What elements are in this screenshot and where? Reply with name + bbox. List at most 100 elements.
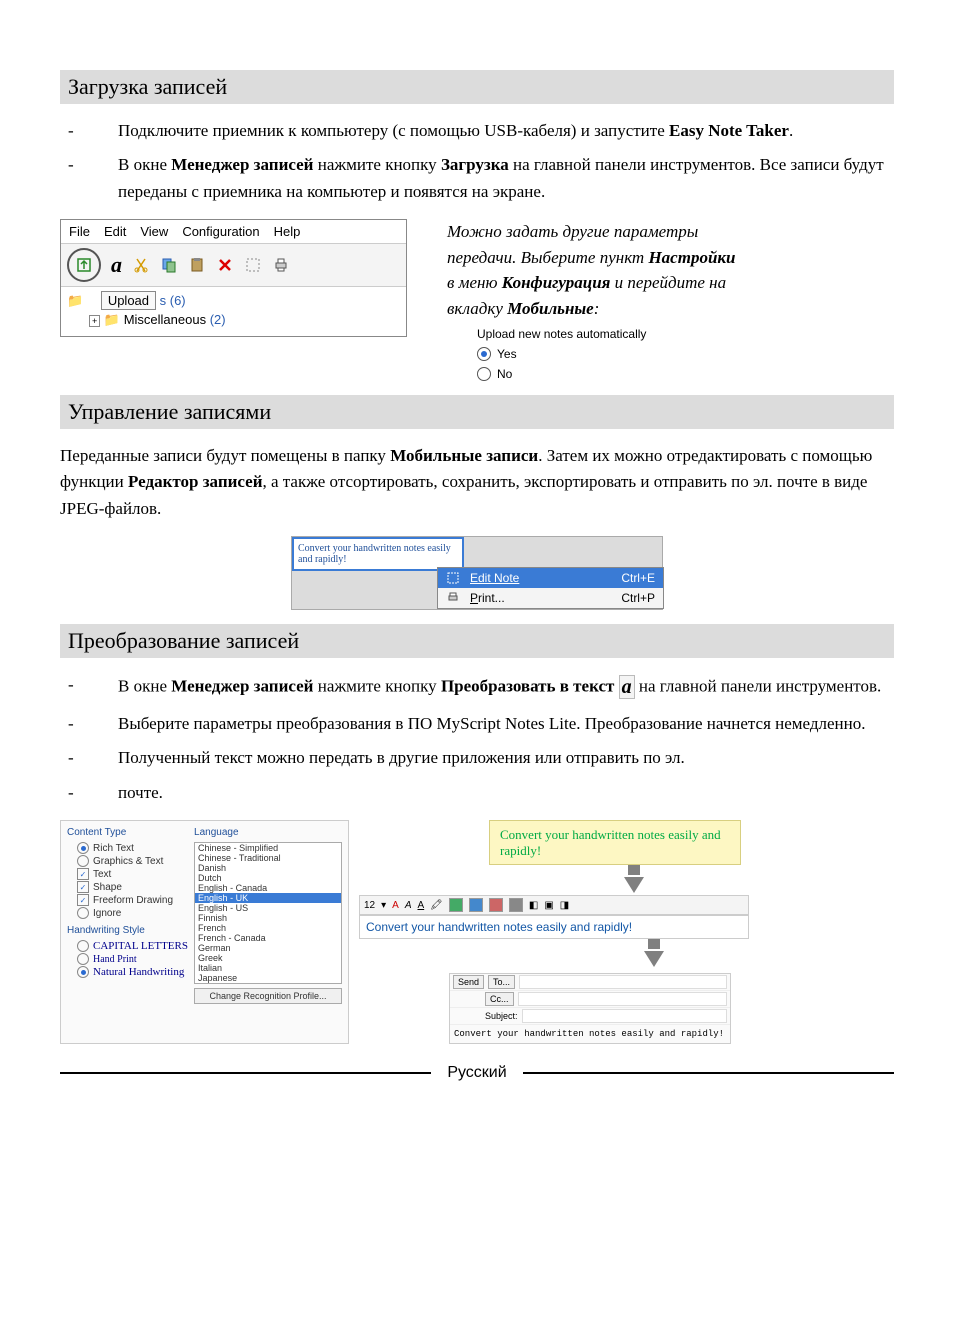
convert-list: В окне Менеджер записей нажмите кнопку П… <box>60 672 894 806</box>
language-option[interactable]: French <box>195 923 341 933</box>
radio-richtext[interactable] <box>77 842 89 854</box>
bold: Мобильные записи <box>390 446 538 465</box>
screenshot-convert-flow: Convert your handwritten notes easily an… <box>359 820 749 1044</box>
upload-list: Подключите приемник к компьютеру (с помо… <box>60 118 894 205</box>
menu-label: Edit Note <box>470 571 519 585</box>
radio-capital[interactable] <box>77 940 89 952</box>
screenshot-myscript-options: Content Type Rich Text Graphics & Text ✓… <box>60 820 349 1044</box>
language-option[interactable]: Danish <box>195 863 341 873</box>
language-option[interactable]: Japanese <box>195 973 341 983</box>
menu-label: PPrint...rint... <box>470 591 505 605</box>
expand-icon[interactable]: + <box>89 315 100 327</box>
upload-toolbar-button[interactable] <box>67 248 101 282</box>
footer-rule-right <box>523 1072 894 1074</box>
mail-compose-window: Send To... Cc... Subject: Convert your h… <box>449 973 731 1044</box>
radio-ignore[interactable] <box>77 907 89 919</box>
note-preview[interactable]: Convert your handwritten notes easily an… <box>292 537 464 571</box>
align-left-icon[interactable]: ◧ <box>529 900 538 911</box>
language-option[interactable]: Chinese - Simplified <box>195 843 341 853</box>
language-option[interactable]: English - Canada <box>195 883 341 893</box>
language-option[interactable]: Dutch <box>195 873 341 883</box>
screenshot-context-menu: Convert your handwritten notes easily an… <box>291 536 663 610</box>
text: в меню <box>447 273 502 292</box>
align-right-icon[interactable]: ◨ <box>560 900 569 911</box>
language-option[interactable]: English - US <box>195 903 341 913</box>
check-shape[interactable]: ✓ <box>77 881 89 893</box>
convert-text-icon[interactable]: a <box>111 252 122 278</box>
align-center-icon[interactable]: ▣ <box>544 900 553 911</box>
language-option[interactable]: Greek <box>195 953 341 963</box>
convert-item-4: почте. <box>60 780 894 806</box>
radio-graphics[interactable] <box>77 855 89 867</box>
sticky-note: Convert your handwritten notes easily an… <box>489 820 741 865</box>
radio-no-label: No <box>497 365 512 383</box>
arrow-icon <box>648 939 660 949</box>
radio-yes[interactable] <box>477 347 491 361</box>
section-upload-heading: Загрузка записей <box>60 70 894 104</box>
language-option[interactable]: Italian <box>195 963 341 973</box>
arrow-down-icon <box>644 951 664 967</box>
underline-icon[interactable]: A <box>418 900 425 911</box>
upload-button[interactable]: Upload <box>101 291 156 310</box>
copy-icon[interactable] <box>160 256 178 274</box>
misc-count: (2) <box>210 312 226 327</box>
menu-view[interactable]: View <box>140 224 168 239</box>
language-listbox[interactable]: Chinese - SimplifiedChinese - Traditiona… <box>194 842 342 984</box>
folder-icon: 📁 <box>67 293 83 308</box>
handwriting-style-header: Handwriting Style <box>67 925 188 936</box>
language-option[interactable]: Finnish <box>195 913 341 923</box>
radio-natural[interactable] <box>77 966 89 978</box>
language-option[interactable]: English - UK <box>195 893 341 903</box>
to-button[interactable]: To... <box>488 975 515 989</box>
converted-text-output: Convert your handwritten notes easily an… <box>359 915 749 939</box>
color-swatch[interactable] <box>509 898 523 912</box>
mail-body[interactable]: Convert your handwritten notes easily an… <box>450 1025 730 1043</box>
misc-folder-label[interactable]: Miscellaneous <box>124 312 206 327</box>
check-text[interactable]: ✓ <box>77 868 89 880</box>
color-swatch[interactable] <box>469 898 483 912</box>
radio-handprint[interactable] <box>77 953 89 965</box>
text: нажмите кнопку <box>313 676 440 695</box>
color-swatch[interactable] <box>449 898 463 912</box>
delete-icon[interactable] <box>216 256 234 274</box>
dropdown-icon[interactable]: ▾ <box>381 900 386 911</box>
language-option[interactable]: Korean <box>195 983 341 984</box>
menu-configuration[interactable]: Configuration <box>182 224 259 239</box>
menu-help[interactable]: Help <box>274 224 301 239</box>
check-freeform[interactable]: ✓ <box>77 894 89 906</box>
label: Natural Handwriting <box>93 966 184 978</box>
bold: Мобильные <box>507 299 594 318</box>
send-button[interactable]: Send <box>453 975 484 989</box>
color-swatch[interactable] <box>489 898 503 912</box>
print-icon[interactable] <box>272 256 290 274</box>
label: Text <box>93 869 111 880</box>
upload-count: s (6) <box>160 293 186 308</box>
text: нажмите кнопку <box>313 155 440 174</box>
language-option[interactable]: French - Canada <box>195 933 341 943</box>
italic-icon[interactable]: A <box>405 900 412 911</box>
language-option[interactable]: Chinese - Traditional <box>195 853 341 863</box>
cc-field[interactable] <box>518 992 727 1006</box>
menu-edit-note[interactable]: Edit Note Ctrl+E <box>438 568 663 588</box>
font-color-icon[interactable]: A <box>392 900 399 911</box>
label: Freeform Drawing <box>93 895 173 906</box>
cc-button[interactable]: Cc... <box>485 992 514 1006</box>
select-icon[interactable] <box>244 256 262 274</box>
select-icon <box>446 572 460 584</box>
bold: Редактор записей <box>128 472 263 491</box>
change-profile-button[interactable]: Change Recognition Profile... <box>194 988 342 1004</box>
menu-edit[interactable]: Edit <box>104 224 126 239</box>
subject-label: Subject: <box>485 1011 518 1021</box>
paste-icon[interactable] <box>188 256 206 274</box>
cut-icon[interactable] <box>132 256 150 274</box>
language-option[interactable]: German <box>195 943 341 953</box>
subject-field[interactable] <box>522 1009 727 1023</box>
fontsize-value[interactable]: 12 <box>364 900 375 911</box>
radio-no[interactable] <box>477 367 491 381</box>
arrow-icon <box>628 865 640 875</box>
footer-language: Русский <box>447 1064 506 1082</box>
menu-print[interactable]: PPrint...rint... Ctrl+P <box>438 588 663 608</box>
to-field[interactable] <box>519 975 727 989</box>
menu-file[interactable]: File <box>69 224 90 239</box>
highlight-icon[interactable]: 🖍 <box>430 900 443 911</box>
